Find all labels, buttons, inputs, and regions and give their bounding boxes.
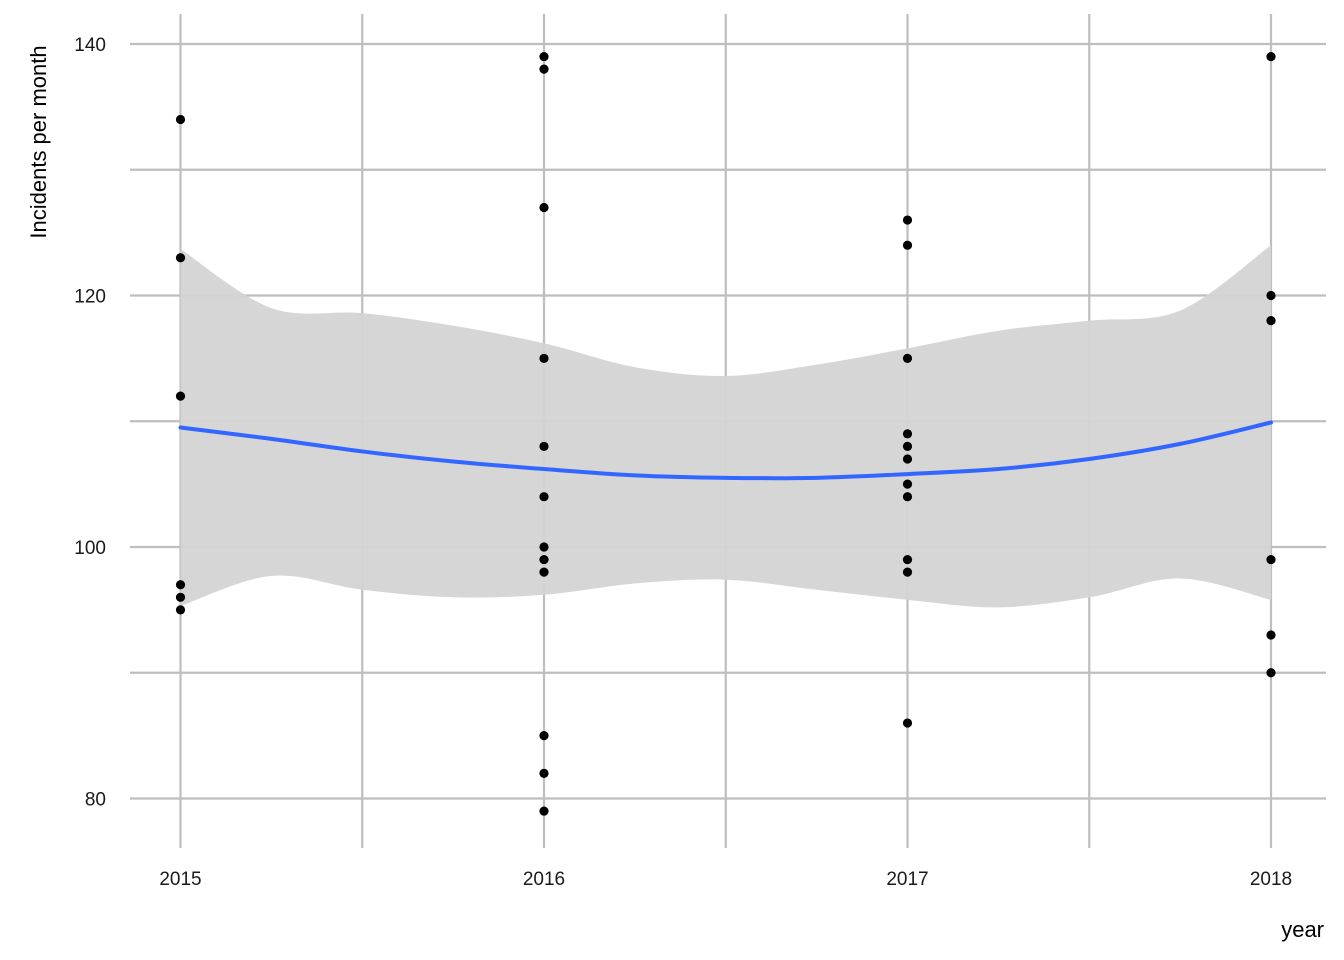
data-point — [175, 605, 186, 615]
confidence-band-area — [180, 245, 1271, 608]
confidence-band — [180, 245, 1271, 608]
data-point — [539, 731, 549, 741]
data-point — [539, 64, 549, 74]
data-point — [539, 492, 549, 502]
data-point — [902, 479, 913, 489]
data-point — [539, 51, 549, 62]
x-tick-label: 2015 — [159, 869, 201, 890]
data-point — [539, 768, 549, 778]
data-point — [1266, 316, 1276, 326]
y-tick-label: 100 — [74, 538, 106, 559]
data-point — [902, 492, 913, 502]
y-tick-label: 80 — [85, 790, 106, 811]
data-point — [1266, 668, 1276, 678]
data-point — [175, 114, 186, 125]
data-point — [539, 542, 549, 552]
data-point — [902, 240, 913, 250]
data-point — [902, 429, 913, 439]
data-point — [175, 580, 186, 590]
data-point — [539, 567, 549, 577]
y-axis-ticks: 80 100 120 140 — [74, 35, 106, 811]
data-point — [175, 253, 186, 263]
data-point — [175, 391, 186, 401]
data-point — [539, 353, 549, 363]
data-point — [539, 202, 549, 213]
data-point — [1266, 51, 1276, 62]
data-point — [902, 353, 913, 363]
data-point — [902, 441, 913, 451]
x-axis-ticks: 2015 2016 2017 2018 — [159, 869, 1292, 890]
smooth-line — [178, 420, 1273, 481]
data-point — [539, 806, 549, 816]
x-tick-label: 2016 — [523, 869, 565, 890]
data-points — [175, 51, 1276, 816]
smooth-line-path — [178, 420, 1273, 481]
data-point — [902, 454, 913, 464]
data-point — [902, 554, 913, 565]
data-point — [902, 567, 913, 577]
x-axis-title: year — [1281, 917, 1324, 942]
data-point — [1266, 554, 1276, 565]
data-point — [1266, 290, 1276, 301]
data-point — [902, 718, 913, 728]
data-point — [539, 441, 549, 451]
x-tick-label: 2017 — [886, 869, 928, 890]
data-point — [175, 592, 186, 602]
x-tick-label: 2018 — [1250, 869, 1292, 890]
y-axis-title: Incidents per month — [26, 45, 51, 238]
y-tick-label: 140 — [74, 35, 106, 56]
data-point — [902, 215, 913, 225]
data-point — [539, 554, 549, 565]
data-point — [1266, 630, 1276, 640]
y-tick-label: 120 — [74, 287, 106, 308]
